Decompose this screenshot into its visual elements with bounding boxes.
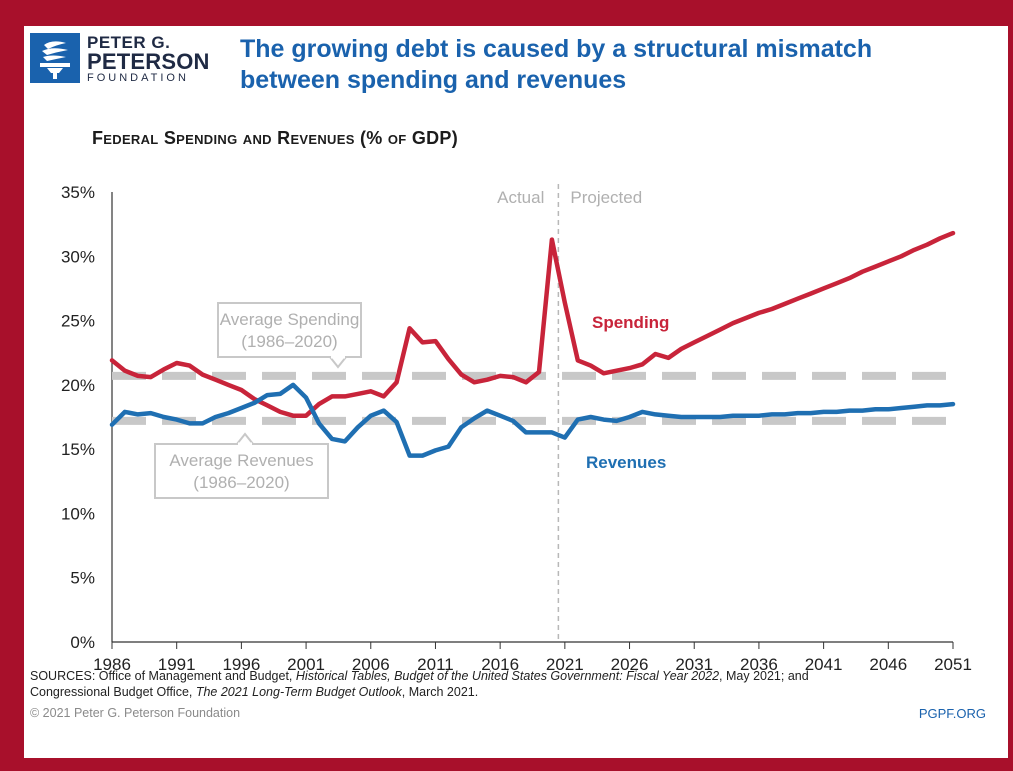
chart-panel (24, 26, 1008, 758)
y-tick-label: 35% (61, 183, 95, 202)
average-label-box (154, 443, 329, 499)
series-lines (109, 230, 956, 458)
y-tick-label: 5% (70, 569, 95, 588)
logo-line-1: PETER G. (87, 33, 171, 52)
x-tick-label: 2031 (675, 655, 713, 674)
peterson-foundation-logo: PETER G. PETERSON FOUNDATION (30, 33, 228, 84)
x-tick-label: 2051 (934, 655, 972, 674)
average-label-box (217, 302, 362, 358)
headline-line-1: The growing debt is caused by a structur… (240, 35, 873, 63)
y-tick-label: 0% (70, 633, 95, 652)
x-tick-label: 2016 (481, 655, 519, 674)
x-tick-label: 2046 (869, 655, 907, 674)
series-label-spending: Spending (592, 313, 669, 332)
sources-text-1: SOURCES: Office of Management and Budget… (30, 669, 296, 683)
sources-note: SOURCES: Office of Management and Budget… (30, 668, 970, 700)
actual-projected-divider: Actual Projected (497, 184, 642, 642)
average-label-line2: (1986–2020) (241, 332, 337, 351)
y-tick-label: 20% (61, 376, 95, 395)
x-tick-label: 2011 (417, 655, 454, 674)
average-label-line1: Average Spending (220, 310, 360, 329)
average-label-line1: Average Revenues (169, 451, 313, 470)
y-tick-label: 25% (61, 312, 95, 331)
y-axis-ticks: 0% 5% 10% 15% 20% 25% 30% 35% (61, 183, 95, 652)
x-tick-label: 1991 (158, 655, 196, 674)
y-tick-label: 15% (61, 440, 95, 459)
x-tick-label: 2006 (352, 655, 390, 674)
logo-line-3: FOUNDATION (87, 72, 189, 84)
copyright: © 2021 Peter G. Peterson Foundation (30, 706, 241, 720)
average-label-line2: (1986–2020) (193, 473, 289, 492)
projected-label: Projected (570, 188, 642, 207)
chart-labels: Spending Revenues Average Spending (1986–20… (154, 302, 669, 499)
x-tick-label: 2021 (546, 655, 584, 674)
website-link[interactable]: PGPF.ORG (918, 706, 986, 721)
logo-line-2: PETERSON (87, 49, 210, 74)
x-tick-label: 2036 (740, 655, 778, 674)
y-tick-label: 30% (61, 247, 95, 266)
series-line-spending (109, 230, 956, 418)
sources-text-4: , March 2021. (401, 685, 479, 699)
x-tick-label: 1996 (222, 655, 260, 674)
headline: The growing debt is caused by a structur… (240, 34, 872, 96)
chart-title: Federal Spending and Revenues (% of GDP) (92, 128, 459, 148)
y-tick-label: 10% (61, 504, 95, 523)
x-tick-label: 1986 (93, 655, 131, 674)
sources-title-1: Historical Tables, Budget of the United … (295, 669, 720, 683)
series-line-revenues (109, 382, 956, 458)
x-tick-label: 2041 (805, 655, 843, 674)
series-label-revenues: Revenues (586, 453, 666, 472)
sources-text-3: Congressional Budget Office, (30, 685, 196, 699)
torch-icon (30, 33, 80, 83)
sources-text-2: , May 2021; and (719, 669, 809, 683)
headline-line-2: between spending and revenues (240, 66, 627, 94)
sources-title-2: The 2021 Long-Term Budget Outlook (195, 685, 402, 699)
x-tick-label: 2001 (287, 655, 325, 674)
x-tick-label: 2026 (611, 655, 649, 674)
actual-label: Actual (497, 188, 544, 207)
